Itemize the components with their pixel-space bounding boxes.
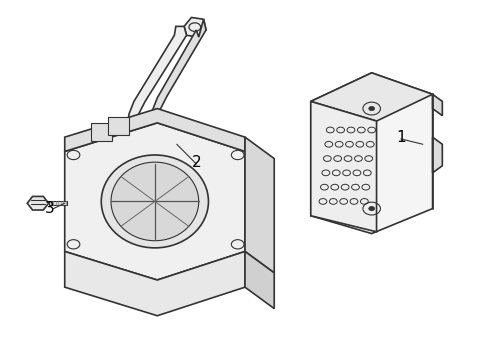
Polygon shape bbox=[433, 94, 442, 116]
Circle shape bbox=[369, 107, 374, 111]
Text: 3: 3 bbox=[45, 201, 55, 216]
Ellipse shape bbox=[111, 162, 199, 241]
Polygon shape bbox=[49, 201, 67, 205]
Polygon shape bbox=[65, 109, 245, 152]
FancyBboxPatch shape bbox=[91, 123, 112, 141]
Ellipse shape bbox=[101, 155, 208, 248]
Polygon shape bbox=[27, 197, 49, 210]
Polygon shape bbox=[433, 137, 442, 173]
Polygon shape bbox=[311, 73, 433, 234]
Polygon shape bbox=[127, 123, 155, 128]
Polygon shape bbox=[149, 19, 206, 123]
Text: 2: 2 bbox=[192, 155, 201, 170]
Text: 1: 1 bbox=[396, 130, 406, 145]
FancyBboxPatch shape bbox=[108, 117, 129, 135]
Polygon shape bbox=[184, 18, 206, 37]
Polygon shape bbox=[127, 26, 187, 128]
Polygon shape bbox=[245, 137, 274, 273]
Polygon shape bbox=[245, 251, 274, 309]
Circle shape bbox=[369, 206, 374, 211]
Polygon shape bbox=[311, 102, 376, 232]
Polygon shape bbox=[65, 251, 245, 316]
Polygon shape bbox=[311, 73, 433, 121]
Polygon shape bbox=[65, 123, 245, 280]
